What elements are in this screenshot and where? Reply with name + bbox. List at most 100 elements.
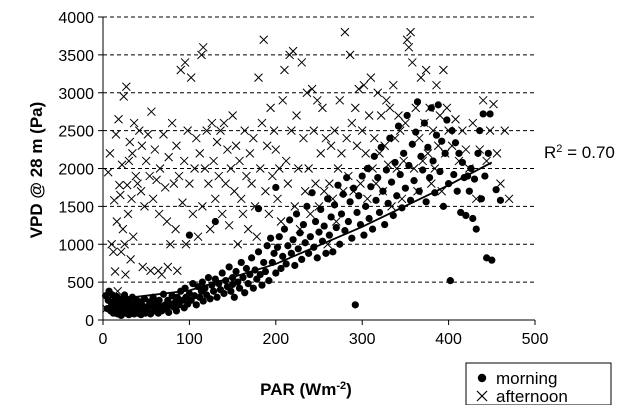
morning-point <box>289 236 297 244</box>
afternoon-point <box>478 95 488 105</box>
morning-point <box>330 201 339 209</box>
afternoon-point <box>193 232 203 242</box>
afternoon-point <box>114 114 123 124</box>
afternoon-point <box>200 164 210 173</box>
afternoon-point <box>121 270 130 279</box>
afternoon-point <box>306 209 315 219</box>
afternoon-point <box>504 194 514 204</box>
afternoon-point <box>233 239 243 249</box>
afternoon-point <box>376 111 386 120</box>
afternoon-point <box>385 103 395 113</box>
y-tick-label: 2000 <box>58 162 94 179</box>
afternoon-point <box>293 164 303 173</box>
morning-point <box>386 134 394 142</box>
afternoon-point <box>219 118 229 128</box>
afternoon-point <box>188 209 198 219</box>
afternoon-point <box>264 209 274 219</box>
afternoon-point <box>283 179 293 189</box>
afternoon-point <box>191 133 201 143</box>
morning-point <box>484 149 492 157</box>
afternoon-point <box>195 148 205 158</box>
afternoon-point <box>388 80 398 90</box>
morning-point <box>450 170 458 179</box>
afternoon-point <box>103 167 113 177</box>
morning-point <box>254 248 263 256</box>
afternoon-point <box>207 118 217 128</box>
morning-point <box>434 101 442 109</box>
morning-point <box>457 208 465 217</box>
afternoon-point <box>363 194 372 204</box>
afternoon-point <box>262 141 272 151</box>
morning-point <box>287 249 295 257</box>
afternoon-point <box>238 209 248 219</box>
morning-point <box>261 267 270 276</box>
afternoon-point <box>423 148 433 158</box>
afternoon-point <box>311 179 320 189</box>
afternoon-point <box>116 247 126 257</box>
morning-point <box>377 143 385 151</box>
morning-point <box>408 140 416 148</box>
morning-point <box>265 277 273 285</box>
morning-point <box>438 137 446 145</box>
morning-point <box>351 301 359 309</box>
legend-morning-marker <box>477 373 487 383</box>
afternoon-point <box>489 99 498 109</box>
y-tick-label: 3500 <box>58 48 94 65</box>
afternoon-point <box>326 141 336 151</box>
morning-point <box>258 281 266 289</box>
morning-point <box>225 263 233 271</box>
morning-point <box>299 220 308 229</box>
morning-point <box>470 175 479 183</box>
afternoon-point <box>197 50 206 60</box>
afternoon-point <box>190 164 199 173</box>
morning-point <box>441 149 449 157</box>
afternoon-point <box>150 145 160 154</box>
afternoon-point <box>361 148 371 158</box>
afternoon-point <box>147 107 156 117</box>
afternoon-point <box>299 133 308 143</box>
afternoon-point <box>248 133 258 143</box>
morning-point <box>256 270 264 279</box>
morning-point <box>362 202 370 210</box>
afternoon-point <box>451 114 460 124</box>
afternoon-point <box>128 148 137 158</box>
morning-point <box>320 222 328 230</box>
morning-point <box>360 231 368 239</box>
morning-point <box>391 158 399 167</box>
morning-point <box>375 208 384 217</box>
morning-point <box>199 297 207 305</box>
afternoon-point <box>198 202 207 211</box>
afternoon-point <box>198 42 208 52</box>
afternoon-point <box>171 224 180 234</box>
afternoon-point <box>461 145 471 154</box>
y-tick-label: 0 <box>85 313 94 330</box>
afternoon-point <box>154 209 164 219</box>
afternoon-point <box>390 133 400 143</box>
afternoon-point <box>406 27 415 37</box>
morning-point <box>496 196 505 204</box>
afternoon-point <box>335 95 345 105</box>
afternoon-point <box>131 171 141 181</box>
afternoon-point <box>167 118 177 128</box>
afternoon-point <box>368 164 377 173</box>
afternoon-point <box>231 141 241 151</box>
morning-point <box>355 192 363 200</box>
morning-point <box>387 178 396 186</box>
afternoon-point <box>247 179 256 189</box>
afternoon-point <box>257 118 267 128</box>
morning-point <box>244 280 252 288</box>
morning-point <box>260 258 268 267</box>
afternoon-point <box>321 133 331 143</box>
x-tick-label: 100 <box>176 331 203 348</box>
morning-point <box>218 269 226 277</box>
afternoon-point <box>174 171 184 181</box>
afternoon-point <box>145 171 155 181</box>
afternoon-point <box>155 164 165 173</box>
morning-point <box>336 240 344 248</box>
morning-point <box>192 301 200 309</box>
morning-point <box>488 256 496 264</box>
afternoon-point <box>129 118 139 128</box>
afternoon-point <box>442 103 452 113</box>
afternoon-point <box>259 35 269 45</box>
morning-point <box>241 289 249 297</box>
